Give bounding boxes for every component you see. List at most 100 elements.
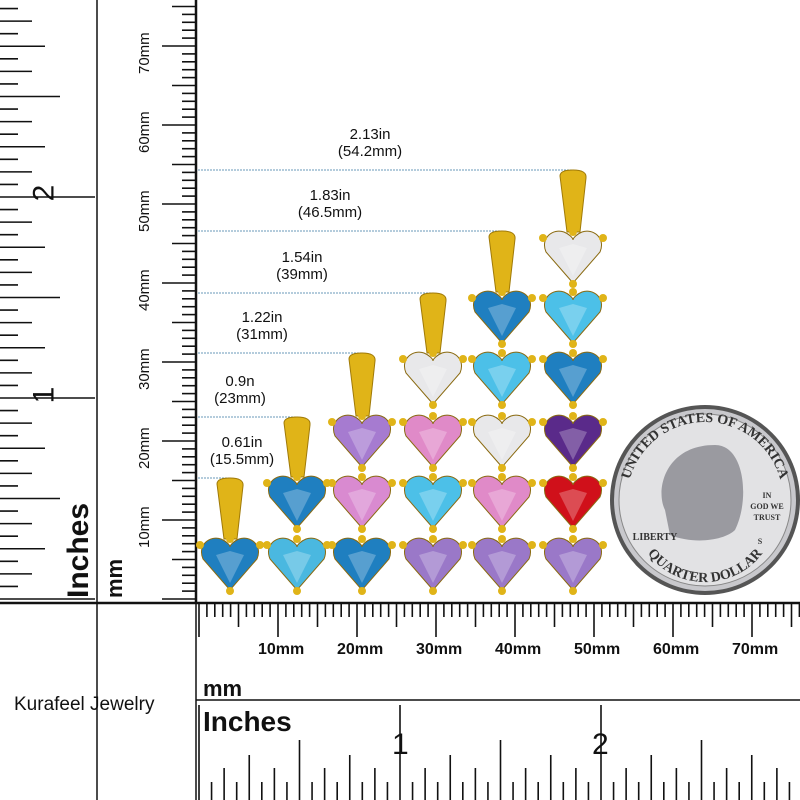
gem-facet bbox=[488, 489, 516, 521]
gold-bail bbox=[216, 477, 244, 540]
gold-prong bbox=[569, 280, 577, 288]
gold-prong bbox=[498, 473, 506, 481]
gold-prong bbox=[569, 288, 577, 296]
horizontal-mm-label: 30mm bbox=[416, 641, 463, 658]
measurement-mm: (39mm) bbox=[276, 266, 328, 283]
measurement-inches: 2.13in bbox=[349, 126, 391, 143]
horizontal-mm-label: 40mm bbox=[495, 641, 542, 658]
gold-prong bbox=[459, 355, 467, 363]
gold-prong bbox=[429, 412, 437, 420]
gold-prong bbox=[468, 541, 476, 549]
gold-prong bbox=[599, 541, 607, 549]
heart-gemstone bbox=[473, 290, 531, 344]
gem-facet bbox=[488, 428, 516, 460]
gold-prong bbox=[569, 535, 577, 543]
gold-prong bbox=[569, 228, 577, 236]
gem-facet bbox=[488, 304, 516, 336]
gold-prong bbox=[498, 412, 506, 420]
gem-facet bbox=[419, 551, 447, 583]
gold-prong bbox=[256, 541, 264, 549]
gold-prong bbox=[358, 525, 366, 533]
heart-gemstone bbox=[544, 230, 602, 284]
gold-prong bbox=[599, 294, 607, 302]
gold-prong bbox=[468, 418, 476, 426]
gem-facet bbox=[559, 489, 587, 521]
heart-gemstone bbox=[268, 537, 326, 591]
gold-prong bbox=[539, 418, 547, 426]
gold-prong bbox=[358, 412, 366, 420]
coin-motto: GOD WE bbox=[750, 502, 783, 511]
coin-motto: TRUST bbox=[754, 513, 781, 522]
gold-prong bbox=[429, 587, 437, 595]
gold-prong bbox=[569, 349, 577, 357]
gold-bail bbox=[488, 230, 516, 293]
measurement-label: 0.9n (23mm) bbox=[200, 373, 280, 407]
gold-prong bbox=[293, 525, 301, 533]
gold-bail bbox=[559, 169, 587, 233]
gem-facet bbox=[488, 551, 516, 583]
measurement-mm: (46.5mm) bbox=[297, 204, 363, 221]
horizontal-inch-1: 1 bbox=[392, 728, 409, 761]
heart-gemstone bbox=[268, 475, 326, 529]
gold-prong bbox=[498, 340, 506, 348]
gold-prong bbox=[358, 587, 366, 595]
vertical-inches-unit: Inches bbox=[62, 502, 95, 598]
gold-prong bbox=[498, 525, 506, 533]
heart-gemstone bbox=[544, 290, 602, 344]
horizontal-mm-label: 70mm bbox=[732, 641, 779, 658]
gold-prong bbox=[599, 479, 607, 487]
gold-prong bbox=[459, 418, 467, 426]
horizontal-inches-unit: Inches bbox=[203, 706, 292, 737]
heart-gemstone bbox=[473, 351, 531, 405]
gold-prong bbox=[468, 479, 476, 487]
gold-prong bbox=[388, 479, 396, 487]
gold-prong bbox=[468, 294, 476, 302]
gold-prong bbox=[539, 294, 547, 302]
gold-prong bbox=[599, 355, 607, 363]
vertical-inch-1: 1 bbox=[27, 386, 61, 404]
gold-prong bbox=[399, 355, 407, 363]
gold-prong bbox=[528, 479, 536, 487]
gold-prong bbox=[293, 587, 301, 595]
gold-prong bbox=[528, 418, 536, 426]
heart-gemstone bbox=[544, 351, 602, 405]
heart-gemstone bbox=[473, 475, 531, 529]
measurement-label: 1.54in (39mm) bbox=[262, 249, 342, 283]
heart-gemstone bbox=[544, 537, 602, 591]
gold-prong bbox=[196, 541, 204, 549]
gold-prong bbox=[358, 464, 366, 472]
gem-facet bbox=[559, 428, 587, 460]
gold-prong bbox=[599, 234, 607, 242]
measurement-mm: (23mm) bbox=[214, 390, 266, 407]
gem-facet bbox=[348, 489, 376, 521]
gold-prong bbox=[399, 418, 407, 426]
gold-prong bbox=[399, 479, 407, 487]
gold-prong bbox=[328, 418, 336, 426]
coin-liberty: LIBERTY bbox=[633, 532, 678, 543]
gold-prong bbox=[399, 541, 407, 549]
heart-gemstone bbox=[473, 414, 531, 468]
horizontal-mm-label: 20mm bbox=[337, 641, 384, 658]
gold-prong bbox=[388, 541, 396, 549]
gold-prong bbox=[539, 234, 547, 242]
gold-prong bbox=[498, 464, 506, 472]
vertical-mm-label: 10mm bbox=[136, 506, 153, 548]
gold-prong bbox=[429, 401, 437, 409]
gold-prong bbox=[528, 355, 536, 363]
gold-prong bbox=[328, 541, 336, 549]
measurement-inches: 0.61in bbox=[221, 434, 263, 451]
gold-prong bbox=[293, 473, 301, 481]
vertical-mm-unit: mm bbox=[102, 558, 127, 598]
gold-prong bbox=[498, 288, 506, 296]
brand-name: Kurafeel Jewelry bbox=[14, 694, 155, 715]
gold-prong bbox=[358, 473, 366, 481]
gold-prong bbox=[569, 412, 577, 420]
gem-facet bbox=[419, 489, 447, 521]
gem-facet bbox=[283, 489, 311, 521]
gold-prong bbox=[569, 587, 577, 595]
vertical-mm-label: 40mm bbox=[136, 269, 153, 311]
heart-gemstone bbox=[544, 414, 602, 468]
gold-prong bbox=[429, 349, 437, 357]
